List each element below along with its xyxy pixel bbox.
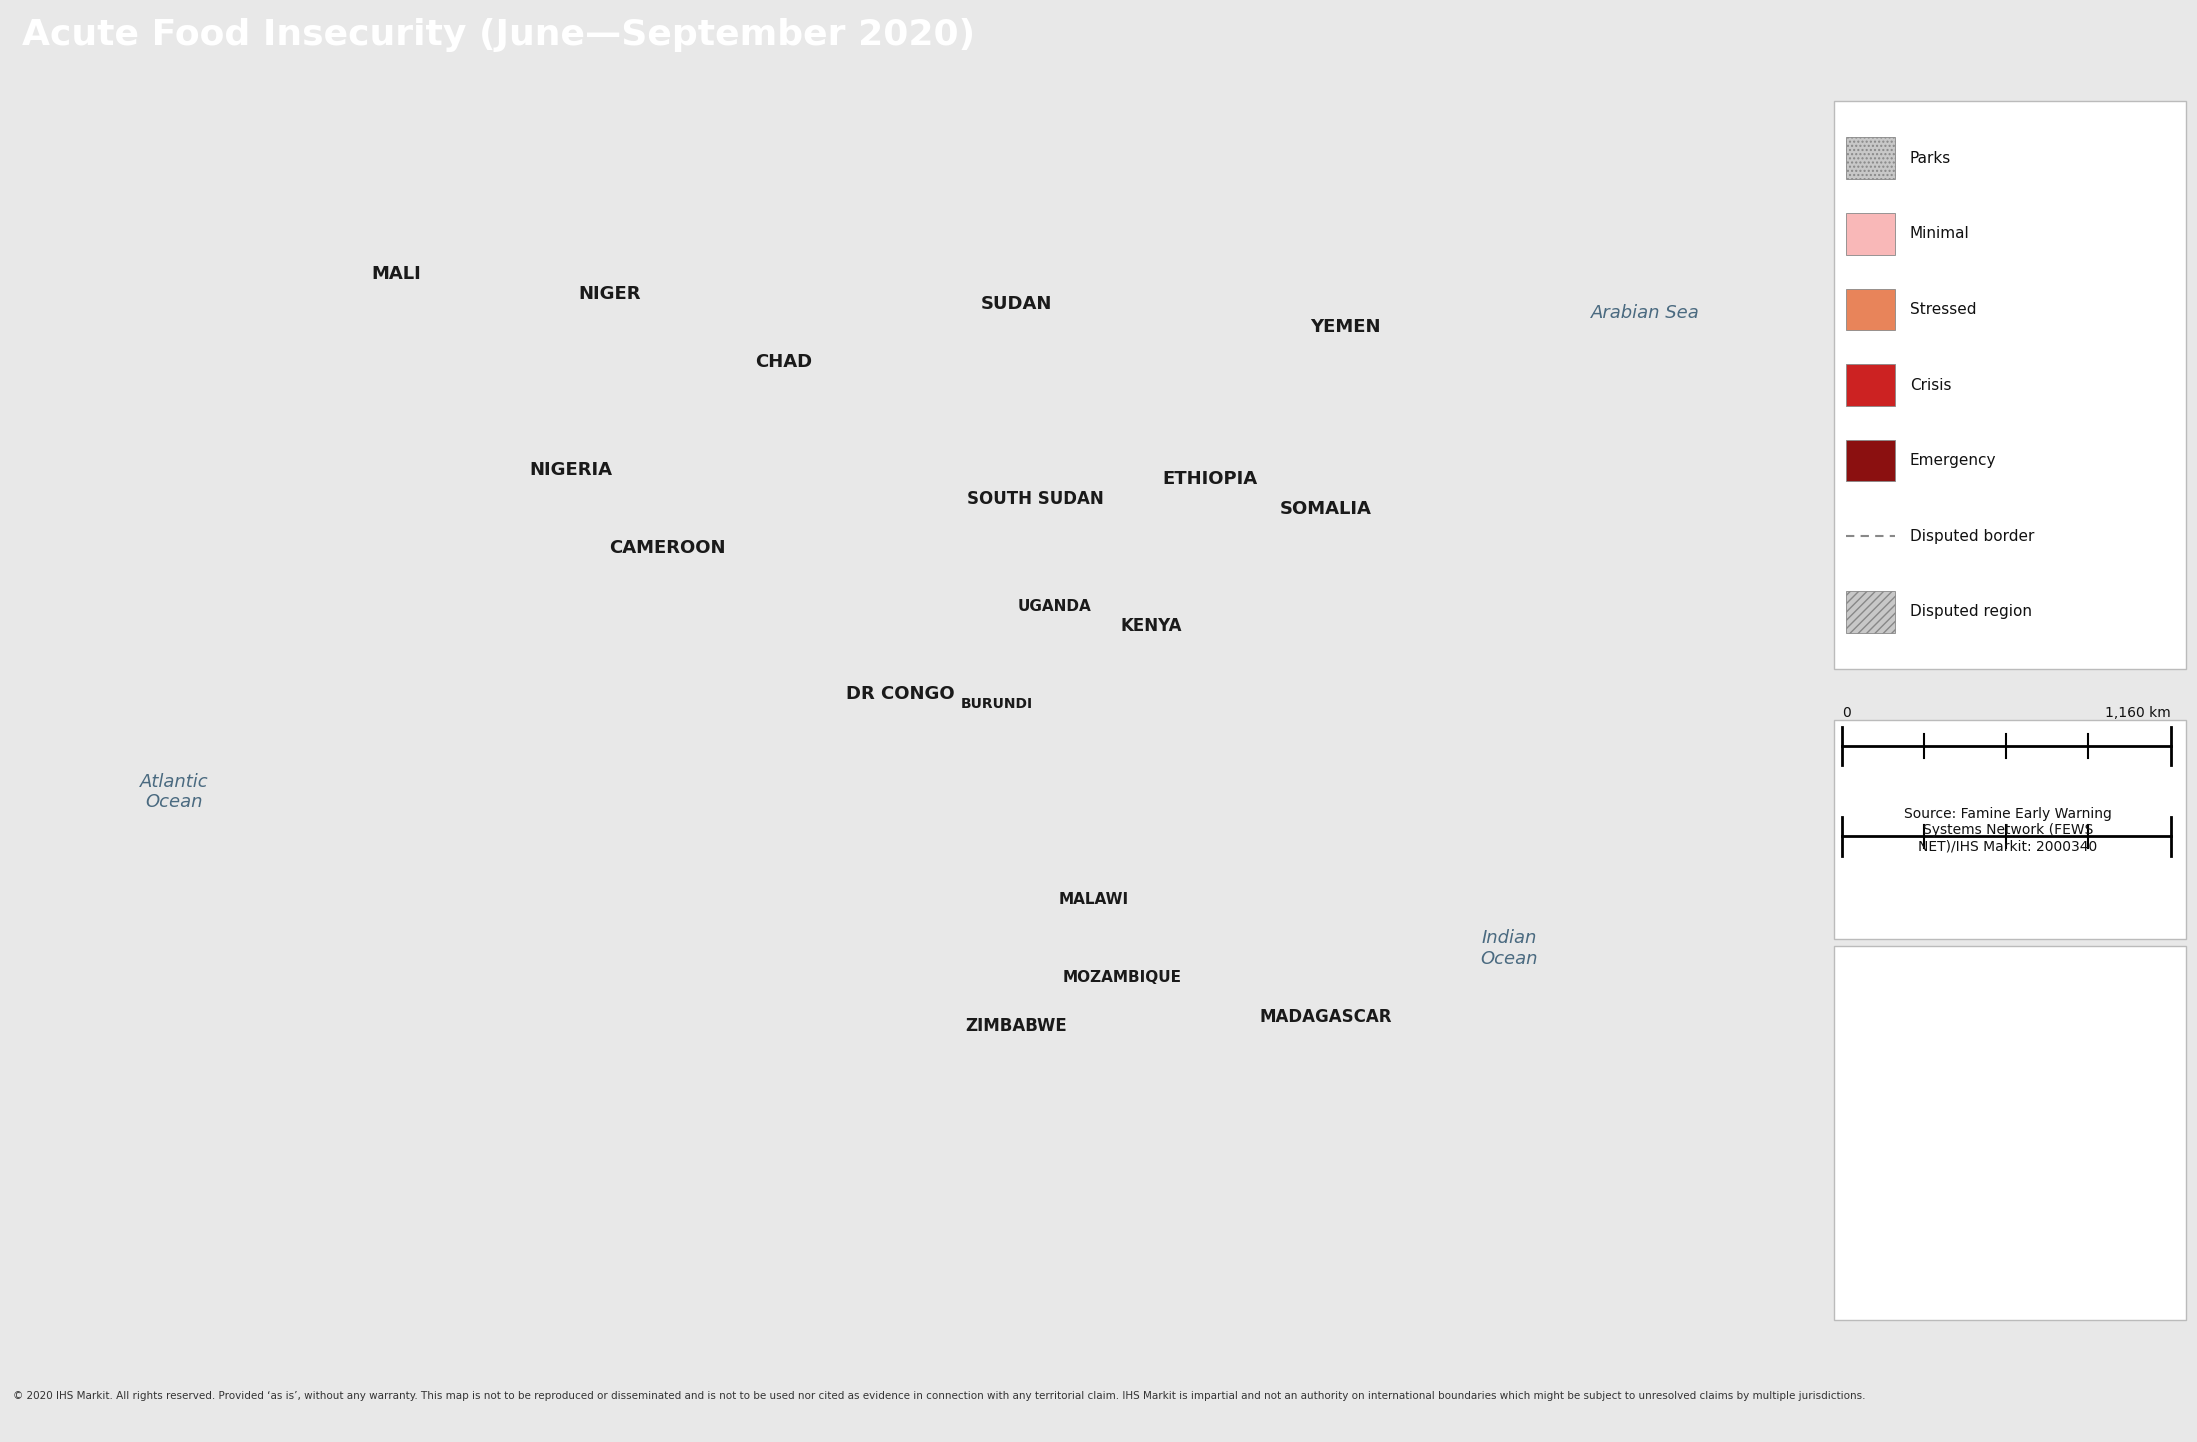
Text: 740 mi: 740 mi: [2122, 796, 2171, 810]
Bar: [1834, 946, 2186, 1319]
Text: NIGERIA: NIGERIA: [529, 460, 613, 479]
Text: CHAD: CHAD: [756, 353, 813, 371]
Text: Emergency: Emergency: [1909, 453, 1997, 469]
Bar: [1845, 440, 1894, 482]
Text: MOZAMBIQUE: MOZAMBIQUE: [1063, 970, 1182, 985]
Text: SOUTH SUDAN: SOUTH SUDAN: [967, 490, 1103, 508]
Text: UGANDA: UGANDA: [1017, 598, 1092, 614]
Text: Minimal: Minimal: [1909, 226, 1969, 241]
Text: MADAGASCAR: MADAGASCAR: [1259, 1008, 1393, 1025]
Text: ZIMBABWE: ZIMBABWE: [964, 1017, 1068, 1035]
Text: ETHIOPIA: ETHIOPIA: [1162, 470, 1257, 489]
Text: MALAWI: MALAWI: [1059, 891, 1129, 907]
Text: 0: 0: [1841, 796, 1850, 810]
Bar: [1834, 720, 2186, 939]
Text: KENYA: KENYA: [1120, 617, 1182, 634]
Text: Disputed region: Disputed region: [1909, 604, 2032, 620]
Text: Disputed border: Disputed border: [1909, 529, 2034, 544]
Text: Source: Famine Early Warning
Systems Network (FEWS
NET)/IHS Markit: 2000340: Source: Famine Early Warning Systems Net…: [1905, 806, 2111, 854]
Text: Stressed: Stressed: [1909, 301, 1977, 317]
Text: © 2020 IHS Markit. All rights reserved. Provided ‘as is’, without any warranty. : © 2020 IHS Markit. All rights reserved. …: [13, 1392, 1865, 1402]
Text: MALI: MALI: [371, 265, 422, 283]
Text: CAMEROON: CAMEROON: [609, 539, 725, 557]
Bar: [1845, 288, 1894, 330]
Bar: [1845, 213, 1894, 255]
Text: Indian
Ocean: Indian Ocean: [1481, 929, 1538, 968]
Text: Arabian Sea: Arabian Sea: [1591, 304, 1698, 323]
Text: BURUNDI: BURUNDI: [960, 696, 1033, 711]
Text: Crisis: Crisis: [1909, 378, 1951, 392]
Bar: [1845, 137, 1894, 179]
Bar: [1845, 591, 1894, 633]
Text: YEMEN: YEMEN: [1309, 319, 1380, 336]
Text: Acute Food Insecurity (June—September 2020): Acute Food Insecurity (June—September 20…: [22, 17, 975, 52]
Bar: [1834, 101, 2186, 669]
Text: Parks: Parks: [1909, 150, 1951, 166]
Text: SUDAN: SUDAN: [980, 294, 1052, 313]
Text: 0: 0: [1841, 707, 1850, 720]
Text: Atlantic
Ocean: Atlantic Ocean: [141, 773, 209, 812]
Text: NIGER: NIGER: [578, 286, 642, 303]
Text: SOMALIA: SOMALIA: [1279, 500, 1371, 518]
Bar: [1845, 365, 1894, 405]
Text: 1,160 km: 1,160 km: [2105, 707, 2171, 720]
Text: DR CONGO: DR CONGO: [846, 685, 953, 704]
